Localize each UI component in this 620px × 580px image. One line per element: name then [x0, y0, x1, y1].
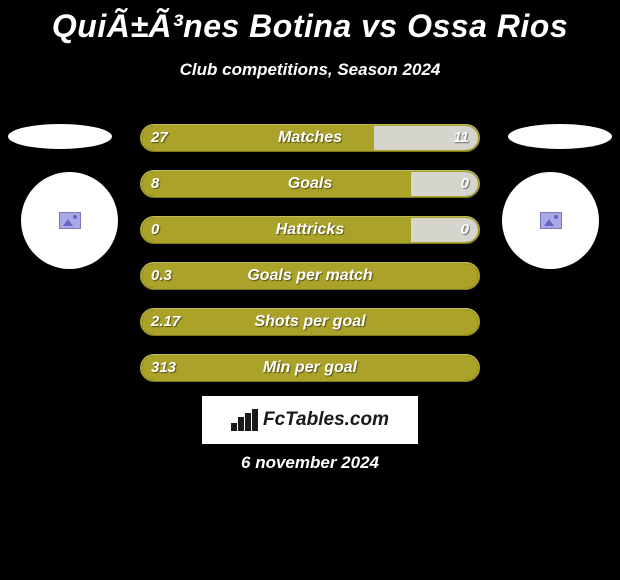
right-club-badge — [502, 172, 599, 269]
right-flag-oval — [508, 124, 612, 149]
stat-row: Goals80 — [140, 170, 480, 198]
page-subtitle: Club competitions, Season 2024 — [0, 60, 620, 80]
left-flag-oval — [8, 124, 112, 149]
left-club-badge — [21, 172, 118, 269]
stat-bar-left — [142, 310, 478, 334]
stat-bar-right — [411, 172, 478, 196]
logo-text: FcTables.com — [263, 409, 389, 431]
stat-bar-right — [374, 126, 478, 150]
stat-row: Min per goal313 — [140, 354, 480, 382]
stat-row: Hattricks00 — [140, 216, 480, 244]
stat-bar-right — [411, 218, 478, 242]
stat-rows: Matches2711 Goals80 Hattricks00 Goals per m… — [140, 124, 480, 400]
comparison-card: QuiÃ±Ã³nes Botina vs Ossa Rios Club comp… — [0, 0, 620, 580]
stat-bar-left — [142, 126, 374, 150]
stat-row: Goals per match0.3 — [140, 262, 480, 290]
stat-bar-left — [142, 356, 478, 380]
placeholder-image-icon — [59, 212, 81, 229]
stat-bar-left — [142, 172, 411, 196]
stat-row: Shots per goal2.17 — [140, 308, 480, 336]
stat-row: Matches2711 — [140, 124, 480, 152]
date-line: 6 november 2024 — [0, 453, 620, 473]
stat-bar-left — [142, 264, 478, 288]
placeholder-image-icon — [540, 212, 562, 229]
page-title: QuiÃ±Ã³nes Botina vs Ossa Rios — [0, 8, 620, 45]
stat-bar-left — [142, 218, 411, 242]
bar-chart-icon — [231, 409, 257, 431]
fctables-logo: FcTables.com — [202, 396, 418, 444]
